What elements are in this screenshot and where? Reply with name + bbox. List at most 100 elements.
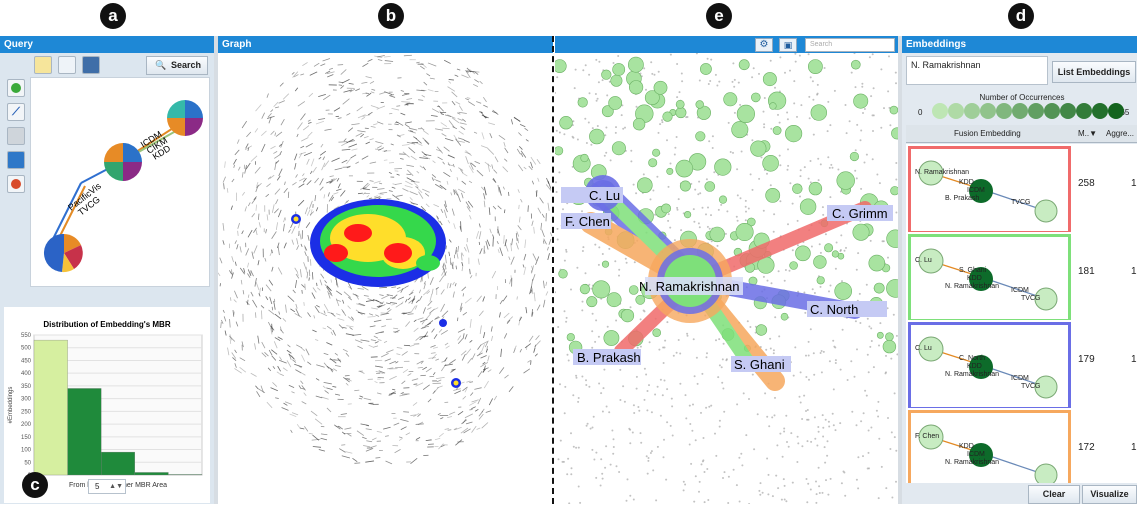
new-document-icon[interactable] <box>58 56 76 74</box>
y-tick-label: 50 <box>24 460 31 466</box>
dashed-divider <box>552 36 554 504</box>
background-node <box>739 60 749 70</box>
bar-1 <box>34 340 68 475</box>
background-node <box>751 141 767 157</box>
background-node <box>891 186 899 195</box>
camera-icon[interactable]: ▣ <box>779 38 797 52</box>
background-node <box>629 286 638 295</box>
background-node <box>637 178 652 193</box>
edge-tool-icon[interactable]: ⟋ <box>7 103 25 121</box>
search-button[interactable]: 🔍 Search <box>146 56 208 75</box>
center-node-label: N. Ramakrishnan <box>639 279 739 294</box>
background-node <box>580 284 590 294</box>
background-node <box>891 128 898 139</box>
node-label-c-grimm: C. Grimm <box>832 206 888 221</box>
thumbnail-label: N. Ramakrishnan <box>915 169 969 176</box>
save-icon[interactable] <box>82 56 100 74</box>
embeddings-panel: N. Ramakrishnan List Embeddings Number o… <box>902 53 1137 504</box>
background-node <box>732 121 748 137</box>
background-node <box>680 181 690 191</box>
y-tick-label: 350 <box>21 384 32 390</box>
background-node <box>808 60 822 74</box>
background-node <box>724 93 737 106</box>
stepper-arrows-icon[interactable]: ▲▼ <box>109 480 123 493</box>
thumbnail-label: F. Chen <box>915 433 939 440</box>
magnifier-icon: 🔍 <box>155 57 166 74</box>
marker-e: e <box>706 3 732 29</box>
thumbnail-label: N. Ramakrishnan <box>945 283 999 290</box>
thumbnail-label: TVCG <box>1021 295 1040 302</box>
ghost-icon[interactable] <box>7 151 25 169</box>
run-icon[interactable] <box>7 175 25 193</box>
marker-d: d <box>1008 3 1034 29</box>
background-node <box>636 295 645 304</box>
thumbnail-label: ICDM <box>967 451 985 458</box>
background-node <box>781 313 788 320</box>
background-node <box>663 112 673 122</box>
node-label-b-prakash: B. Prakash <box>577 350 641 365</box>
y-axis-label: #Embeddings <box>8 387 14 424</box>
background-node <box>885 333 893 341</box>
background-node <box>809 182 822 195</box>
background-node <box>795 246 810 261</box>
background-node <box>555 60 566 73</box>
graph-panel[interactable] <box>218 53 553 504</box>
clear-button[interactable]: Clear <box>1028 485 1080 504</box>
pie-node-top <box>167 100 203 136</box>
settings-icon[interactable]: ⚙ <box>755 38 773 52</box>
background-node <box>736 223 753 240</box>
marker-b: b <box>378 3 404 29</box>
marker-c: c <box>22 472 48 498</box>
query-panel-header: Query <box>0 36 214 53</box>
thumbnail-label: C. Lu <box>915 345 932 352</box>
background-node <box>766 188 780 202</box>
visualize-button[interactable]: Visualize <box>1082 485 1137 504</box>
cell-m-value: 179 <box>1078 354 1095 365</box>
thumbnail-label: ICDM <box>1011 375 1029 382</box>
query-canvas[interactable]: ICDM CIKM KDD PacificVis TVCG <box>30 77 210 287</box>
background-node <box>832 251 839 258</box>
background-node <box>785 125 802 142</box>
background-node <box>886 279 898 297</box>
background-node <box>756 325 767 336</box>
detail-panel[interactable]: N. Ramakrishnan C. Lu F. Chen C. Grimm C… <box>555 53 898 504</box>
open-folder-icon[interactable] <box>34 56 52 74</box>
thumbnail-label: N. Ramakrishnan <box>945 459 999 466</box>
y-tick-label: 550 <box>21 333 32 339</box>
background-node <box>869 255 885 271</box>
node-label-s-ghani: S. Ghani <box>734 357 785 372</box>
background-node <box>814 256 827 269</box>
background-node <box>700 63 711 74</box>
background-node <box>763 155 779 171</box>
background-node <box>602 261 609 268</box>
thumbnail-label: S. Ghani <box>959 267 986 274</box>
background-node <box>589 129 604 144</box>
y-tick-label: 300 <box>21 397 32 403</box>
y-tick-label: 150 <box>21 435 32 441</box>
background-node <box>874 283 884 293</box>
trash-icon[interactable] <box>7 127 25 145</box>
background-node <box>696 101 704 109</box>
background-node <box>705 182 715 192</box>
background-node <box>633 118 645 130</box>
background-node <box>559 269 568 278</box>
detail-search-input[interactable]: Search <box>805 38 895 52</box>
background-node <box>560 116 573 129</box>
node-tool-icon[interactable] <box>7 79 25 97</box>
background-node <box>587 296 597 306</box>
background-node <box>837 172 855 190</box>
background-node <box>621 309 634 322</box>
background-node <box>696 132 706 142</box>
background-node <box>800 199 816 215</box>
y-tick-label: 200 <box>21 422 32 428</box>
bin-count-stepper[interactable]: 5 ▲▼ <box>88 479 126 494</box>
background-node <box>890 106 898 114</box>
